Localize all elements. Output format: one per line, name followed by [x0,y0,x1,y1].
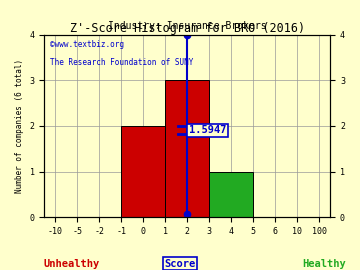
Bar [121,126,165,217]
Text: Score: Score [165,259,195,269]
Bar [165,80,209,217]
Text: The Research Foundation of SUNY: The Research Foundation of SUNY [50,58,193,67]
Y-axis label: Number of companies (6 total): Number of companies (6 total) [15,59,24,193]
Text: 1.5947: 1.5947 [189,125,226,135]
Text: Unhealthy: Unhealthy [43,259,99,269]
Title: Z'-Score Histogram for BRO (2016): Z'-Score Histogram for BRO (2016) [70,22,305,35]
Text: ©www.textbiz.org: ©www.textbiz.org [50,40,124,49]
Text: Industry: Insurance Brokers: Industry: Insurance Brokers [108,21,267,31]
Text: Healthy: Healthy [302,259,346,269]
Bar [209,172,253,217]
